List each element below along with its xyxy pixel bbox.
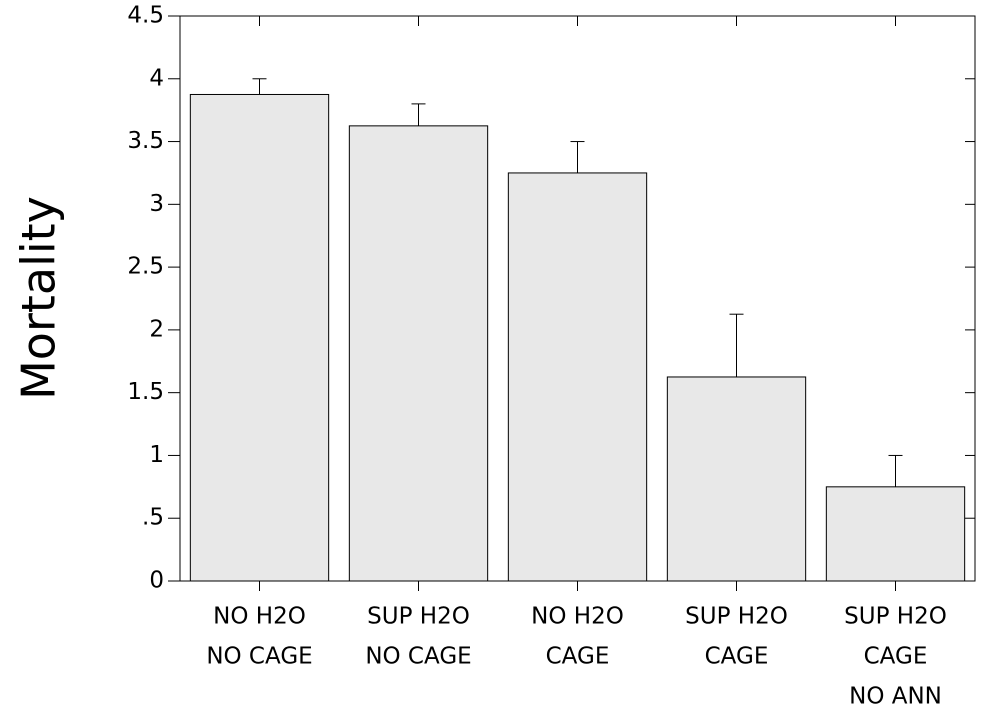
y-tick-label: 2 [149, 316, 164, 342]
x-tick-label: NO ANN [849, 684, 942, 710]
y-tick-label: .5 [142, 505, 164, 531]
y-tick-label: 2.5 [127, 254, 164, 280]
bar [189, 93, 330, 582]
y-tick-label: 3.5 [127, 128, 164, 154]
bar [825, 486, 966, 582]
x-tick-label: NO CAGE [206, 644, 312, 670]
plot-frame [179, 15, 976, 582]
x-tick-label: NO H2O [213, 604, 306, 630]
y-tick-label: 1 [149, 442, 164, 468]
y-tick-label: 0 [149, 568, 164, 594]
x-tick-label: CAGE [705, 644, 769, 670]
y-tick-label: 4.5 [127, 3, 164, 29]
x-tick-label: SUP H2O [685, 604, 788, 630]
y-tick-label: 3 [149, 191, 164, 217]
x-tick-label: NO CAGE [365, 644, 471, 670]
y-tick-label: 4 [149, 65, 164, 91]
bar [666, 376, 807, 582]
y-axis-label: Mortality [12, 196, 66, 400]
x-tick-label: NO H2O [531, 604, 624, 630]
x-tick-label: SUP H2O [844, 604, 947, 630]
bar [507, 172, 648, 582]
x-tick-label: CAGE [546, 644, 610, 670]
x-tick-label: SUP H2O [367, 604, 470, 630]
y-tick-label: 1.5 [127, 379, 164, 405]
x-tick-label: CAGE [864, 644, 928, 670]
bar [348, 125, 489, 582]
